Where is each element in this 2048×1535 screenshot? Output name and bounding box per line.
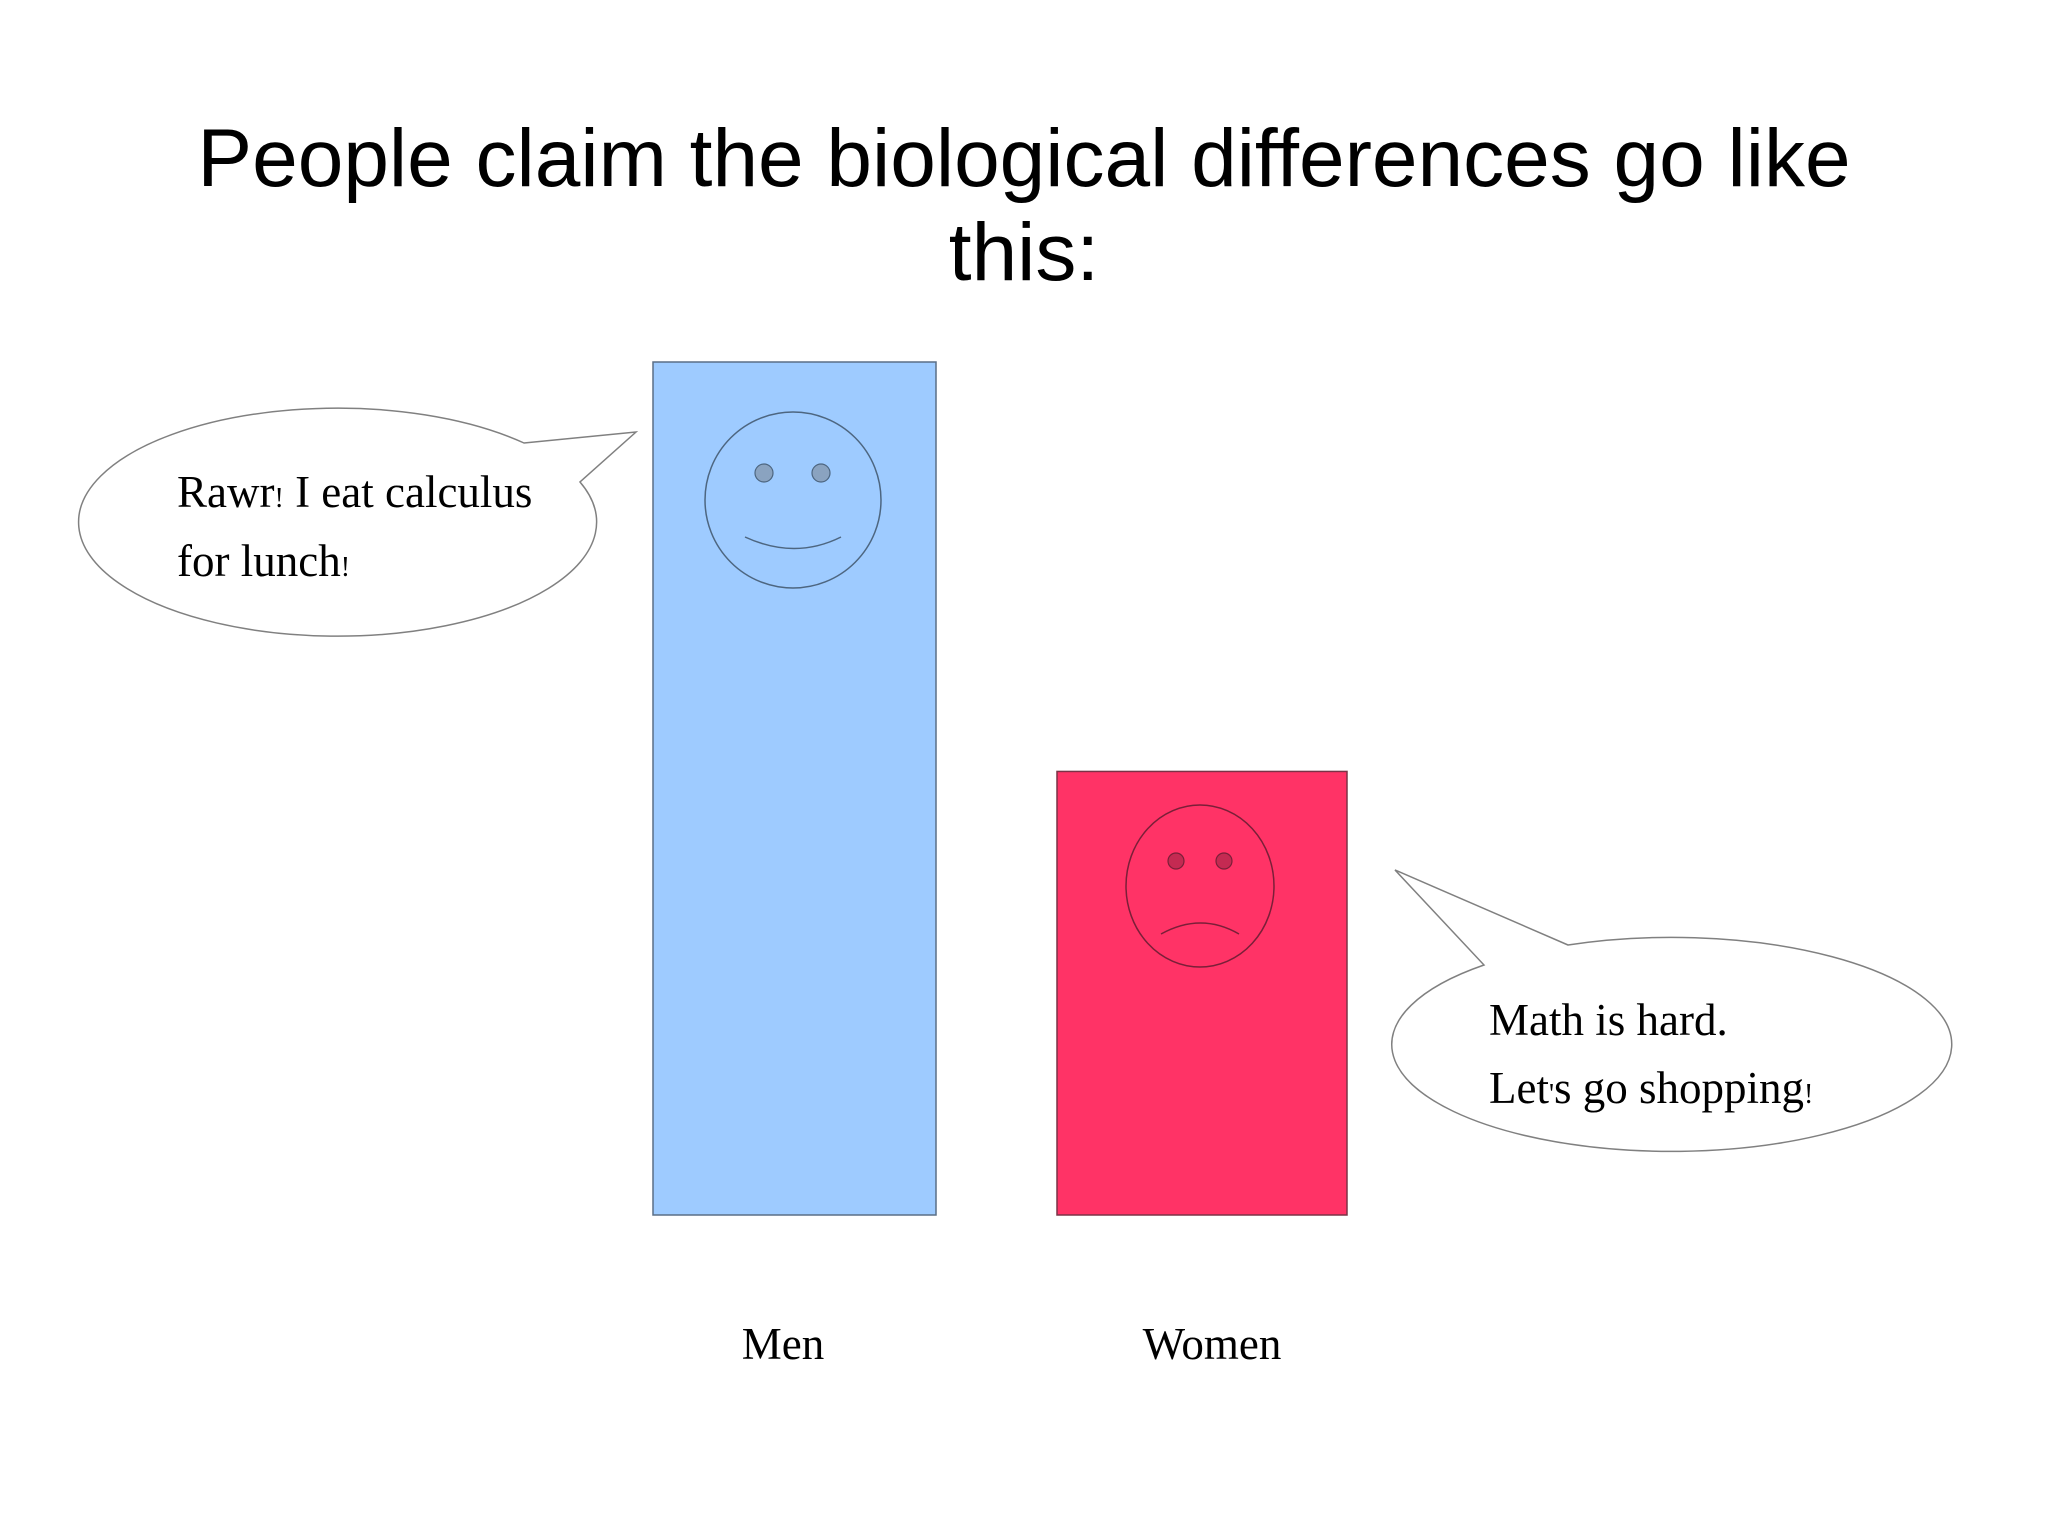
speech-bubble-women-line-1: Math is hard. — [1489, 995, 1728, 1045]
page-title: People claim the biological differences … — [100, 112, 1948, 300]
speech-women-part-1: Math is hard. — [1489, 995, 1728, 1045]
category-label-women: Women — [1143, 1319, 1282, 1369]
speech-men-part-3: I eat calculus — [284, 467, 533, 517]
speech-bubble-men: Rawr! I eat calculus for lunch! — [77, 407, 639, 637]
category-label-men: Men — [742, 1319, 825, 1369]
frowny-face-icon — [1125, 804, 1275, 968]
speech-bubble-men-line-1: Rawr! I eat calculus — [177, 467, 532, 517]
bar-men — [652, 361, 937, 1216]
bar-women — [1056, 770, 1348, 1216]
speech-women-part-3: ' — [1549, 1079, 1554, 1110]
speech-men-part-4: for lunch — [177, 536, 341, 586]
speech-men-part-2: ! — [274, 483, 283, 514]
speech-women-part-4: s go shopping — [1554, 1063, 1804, 1113]
speech-bubble-men-line-2: for lunch! — [177, 536, 350, 586]
speech-bubble-women: Math is hard. Let's go shopping! — [1390, 869, 1953, 1153]
title-line-2: this: — [948, 207, 1100, 298]
smiley-face-icon — [704, 411, 882, 589]
title-line-1: People claim the biological differences … — [197, 113, 1851, 204]
speech-men-part-1: Rawr — [177, 467, 274, 517]
speech-women-part-5: ! — [1804, 1079, 1813, 1110]
speech-men-part-5: ! — [341, 552, 350, 583]
speech-women-part-2: Let — [1489, 1063, 1549, 1113]
speech-bubble-women-line-2: Let's go shopping! — [1489, 1063, 1813, 1113]
